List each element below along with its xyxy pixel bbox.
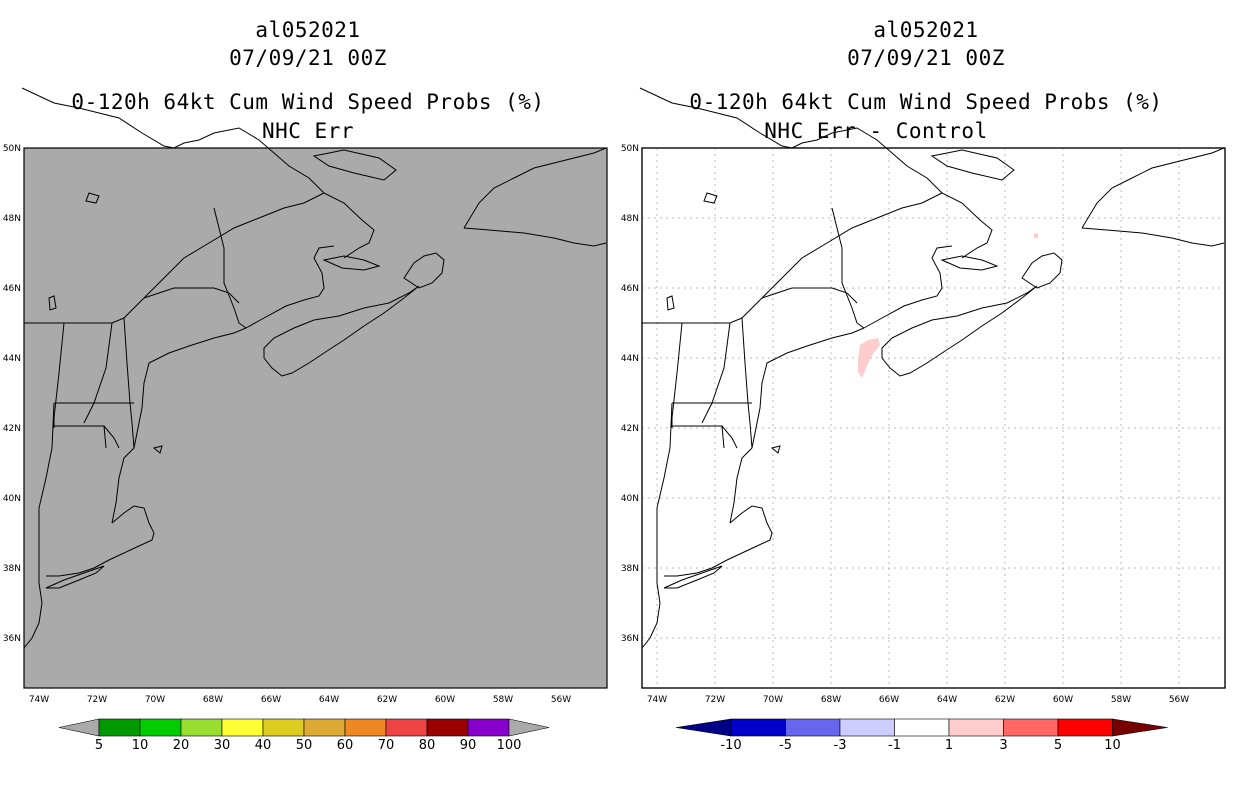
lat-label: 36N — [3, 634, 21, 644]
colorbar-label: 5 — [1054, 738, 1062, 753]
lon-label: 62W — [995, 695, 1015, 705]
left-storm-id: al052021 — [255, 18, 361, 42]
colorbar-low-arrow — [675, 718, 732, 737]
colorbar-swatch — [344, 718, 387, 737]
right-gridlines — [642, 148, 1225, 688]
colorbar-swatch — [426, 718, 469, 737]
right-product-title: 0-120h 64kt Cum Wind Speed Probs (%) — [689, 90, 1163, 114]
lon-label: 72W — [705, 695, 725, 705]
right-datetime: 07/09/21 00Z — [847, 46, 1005, 70]
lon-label: 68W — [203, 695, 223, 705]
colorbar-label: -1 — [888, 738, 901, 753]
left-map-frame — [23, 147, 608, 689]
colorbar-label: 40 — [255, 738, 272, 753]
lon-label: 56W — [551, 695, 571, 705]
colorbar-swatch — [894, 718, 950, 737]
colorbar-swatch — [385, 718, 428, 737]
lon-label: 66W — [879, 695, 899, 705]
lon-label: 66W — [261, 695, 281, 705]
colorbar-label: 70 — [378, 738, 395, 753]
lat-label: 46N — [3, 284, 21, 294]
lat-label: 40N — [621, 494, 639, 504]
lon-label: 70W — [763, 695, 783, 705]
colorbar-label: 5 — [95, 738, 103, 753]
colorbar-swatch — [785, 718, 841, 737]
lon-label: 68W — [821, 695, 841, 705]
colorbar-swatch — [303, 718, 346, 737]
left-product-title: 0-120h 64kt Cum Wind Speed Probs (%) — [71, 90, 545, 114]
lon-label: 74W — [29, 695, 49, 705]
lat-label: 40N — [3, 494, 21, 504]
colorbar-label: 10 — [132, 738, 149, 753]
colorbar-label: 80 — [419, 738, 436, 753]
colorbar-high-arrow — [508, 718, 550, 737]
colorbar-swatch — [948, 718, 1004, 737]
colorbar-label: 60 — [337, 738, 354, 753]
colorbar-swatch — [1003, 718, 1059, 737]
colorbar-swatch — [98, 718, 141, 737]
lat-label: 44N — [3, 354, 21, 364]
colorbar-label: 50 — [296, 738, 313, 753]
lat-label: 50N — [621, 144, 639, 154]
lat-label: 42N — [621, 424, 639, 434]
colorbar-high-arrow — [1112, 718, 1168, 737]
left-subtitle: NHC Err — [261, 119, 354, 143]
lon-label: 74W — [647, 695, 667, 705]
lon-label: 72W — [87, 695, 107, 705]
right-map-frame — [641, 147, 1226, 689]
colorbar-swatch — [262, 718, 305, 737]
colorbar-swatch — [1057, 718, 1113, 737]
left-axis-labels: 50N 48N 46N 44N 42N 40N 38N 36N 74W 72W 70W 68W 66W 6… — [3, 144, 571, 705]
colorbar-label: 1 — [945, 738, 953, 753]
lat-label: 50N — [3, 144, 21, 154]
lon-label: 62W — [377, 695, 397, 705]
lat-label: 42N — [3, 424, 21, 434]
lat-label: 44N — [621, 354, 639, 364]
lat-label: 48N — [621, 214, 639, 224]
colorbar-swatch — [730, 718, 786, 737]
lon-label: 58W — [493, 695, 513, 705]
lon-label: 70W — [145, 695, 165, 705]
right-storm-id: al052021 — [873, 18, 979, 42]
colorbar-low-arrow — [58, 718, 100, 737]
lat-label: 48N — [3, 214, 21, 224]
colorbar-swatch — [839, 718, 895, 737]
colorbar-label: 3 — [999, 738, 1007, 753]
lon-label: 60W — [1053, 695, 1073, 705]
lat-label: 38N — [621, 564, 639, 574]
lon-label: 58W — [1111, 695, 1131, 705]
colorbar-swatch — [467, 718, 510, 737]
colorbar-label: 20 — [173, 738, 190, 753]
colorbar-swatch — [180, 718, 223, 737]
colorbar-label: -5 — [779, 738, 792, 753]
lon-label: 64W — [319, 695, 339, 705]
colorbar-label: -3 — [834, 738, 847, 753]
colorbar-label: -10 — [720, 738, 741, 753]
left-colorbar: 5 10 20 30 40 50 60 70 80 90 100 — [58, 718, 550, 753]
lat-label: 36N — [621, 634, 639, 644]
lat-label: 38N — [3, 564, 21, 574]
colorbar-label: 100 — [497, 738, 522, 753]
right-prob-diff-shading — [858, 233, 1038, 378]
left-datetime: 07/09/21 00Z — [229, 46, 387, 70]
right-axis-labels: 50N 48N 46N 44N 42N 40N 38N 36N 74W 72W 70W 68W 66W 6… — [621, 144, 1189, 705]
right-colorbar: -10 -5 -3 -1 1 3 5 10 — [675, 718, 1168, 753]
lat-label: 46N — [621, 284, 639, 294]
colorbar-label: 10 — [1104, 738, 1121, 753]
colorbar-label: 30 — [214, 738, 231, 753]
lon-label: 64W — [937, 695, 957, 705]
lon-label: 56W — [1169, 695, 1189, 705]
lon-label: 60W — [435, 695, 455, 705]
colorbar-swatch — [221, 718, 264, 737]
colorbar-swatch — [139, 718, 182, 737]
colorbar-label: 90 — [460, 738, 477, 753]
